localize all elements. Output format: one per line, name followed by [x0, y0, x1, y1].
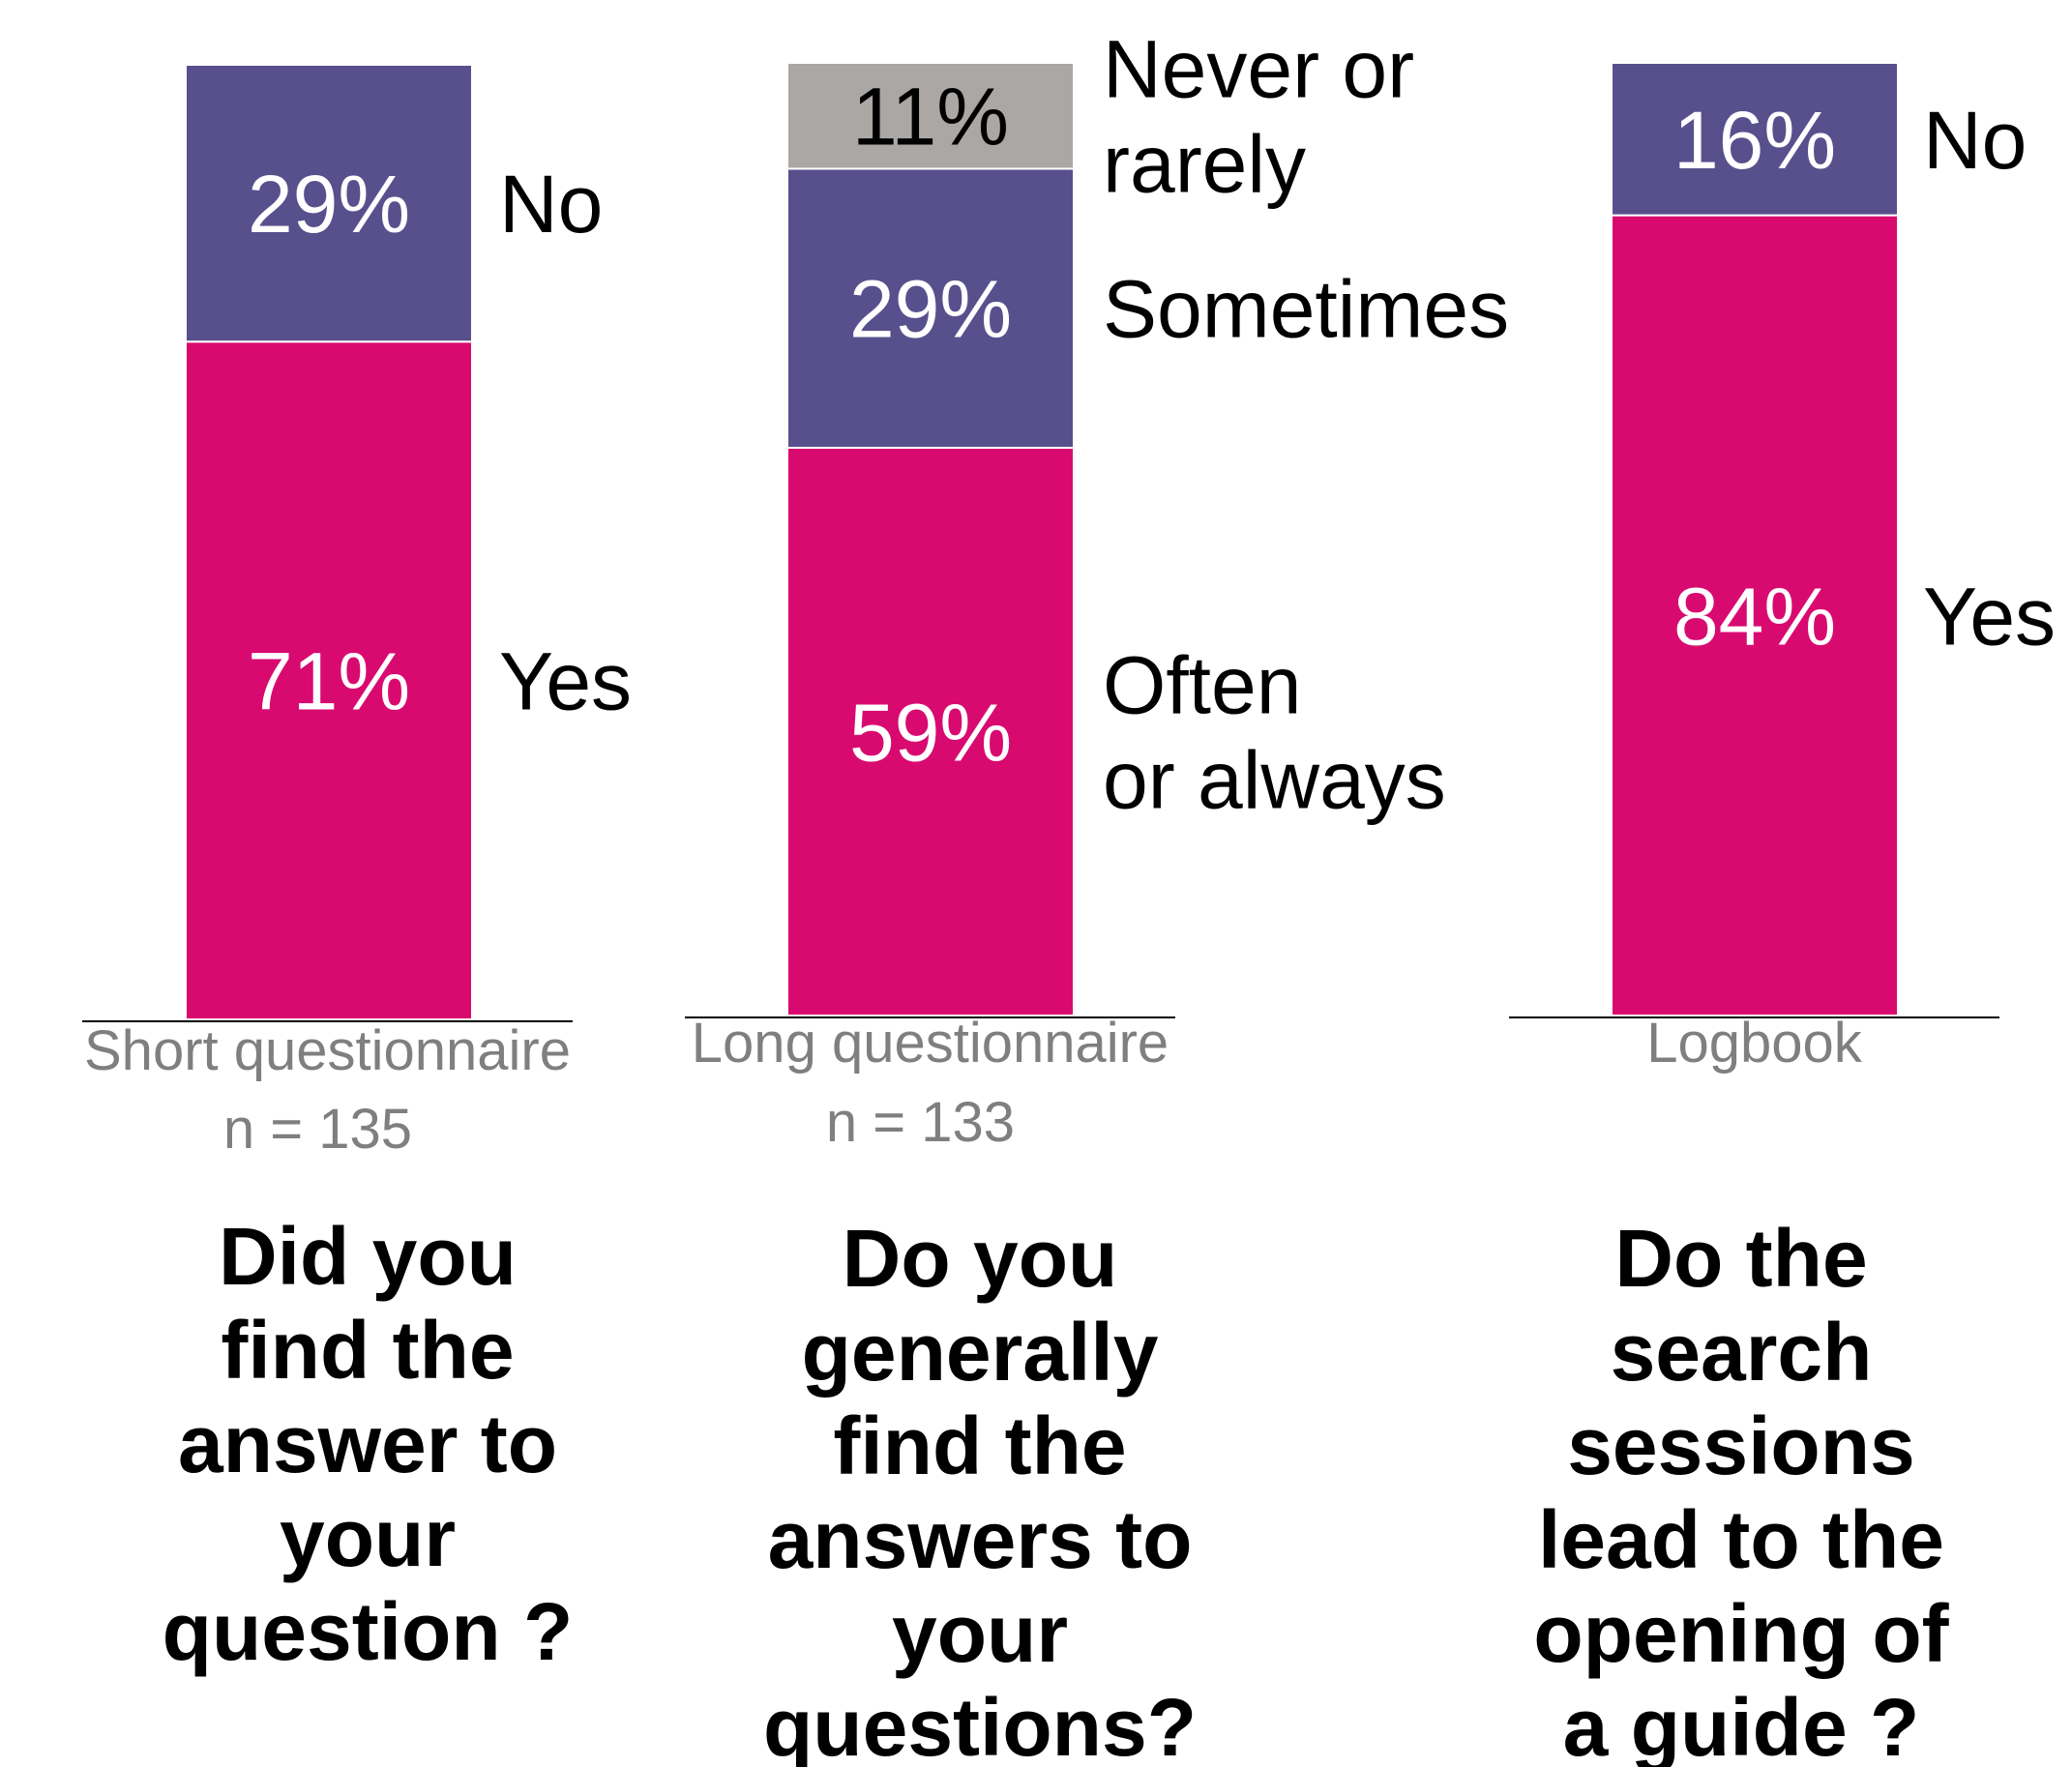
- question-text: Did you: [219, 1211, 517, 1302]
- bar-segment-sometimes: [786, 167, 1075, 449]
- series-label: Sometimes: [1103, 264, 1509, 355]
- question-text: opening of: [1533, 1588, 1949, 1679]
- chart-0: 71% Yes 29% No Short questionnaire n = 135 Did…: [82, 64, 632, 1677]
- question-text: search: [1611, 1307, 1873, 1398]
- series-label: No: [1923, 95, 2027, 186]
- category-label: Short questionnaire: [84, 1019, 571, 1082]
- question-text: your: [892, 1588, 1068, 1679]
- sample-size-label: n = 135: [223, 1098, 412, 1161]
- series-label: rarely: [1103, 119, 1306, 210]
- series-label: No: [499, 159, 603, 250]
- question-text: question ?: [163, 1586, 574, 1677]
- series-label: Never or: [1103, 24, 1414, 115]
- question-text: generally: [802, 1307, 1159, 1398]
- category-label: Logbook: [1646, 1012, 1863, 1075]
- data-label: 16%: [1673, 95, 1836, 186]
- question-text: a guide ?: [1563, 1682, 1920, 1767]
- bar-segment-never-or-rarely: [786, 62, 1075, 170]
- question-text: sessions: [1567, 1400, 1915, 1491]
- question-text: questions?: [763, 1682, 1197, 1767]
- data-label: 71%: [248, 636, 410, 727]
- question-text: Do the: [1614, 1213, 1867, 1304]
- data-label: 59%: [849, 687, 1012, 778]
- data-label: 29%: [248, 159, 410, 250]
- bar-segment-often-or-always: [786, 446, 1075, 1016]
- question-text: lead to the: [1538, 1494, 1944, 1585]
- sample-size-label: n = 133: [826, 1091, 1015, 1154]
- series-label: Yes: [499, 636, 632, 727]
- data-label: 84%: [1673, 571, 1836, 662]
- chart-2: 84% Yes 16% No Logbook Do thesearchsessionsle…: [1509, 62, 2056, 1767]
- bar-segment-no: [1611, 62, 1899, 217]
- question-text: your: [280, 1492, 456, 1583]
- bar-segment-yes: [185, 340, 473, 1021]
- series-label: Yes: [1923, 571, 2056, 662]
- question-text: Do you: [843, 1213, 1118, 1304]
- question-text: find the: [221, 1305, 514, 1396]
- bar-segment-yes: [1611, 214, 1899, 1017]
- bar-segment-no: [185, 64, 473, 343]
- data-label: 11%: [852, 72, 1009, 162]
- series-label: or always: [1103, 734, 1446, 825]
- question-text: find the: [833, 1400, 1126, 1491]
- series-label: Often: [1103, 639, 1301, 730]
- question-text: answer to: [178, 1399, 557, 1489]
- question-text: answers to: [768, 1494, 1193, 1585]
- data-label: 29%: [849, 264, 1012, 355]
- category-label: Long questionnaire: [692, 1012, 1169, 1075]
